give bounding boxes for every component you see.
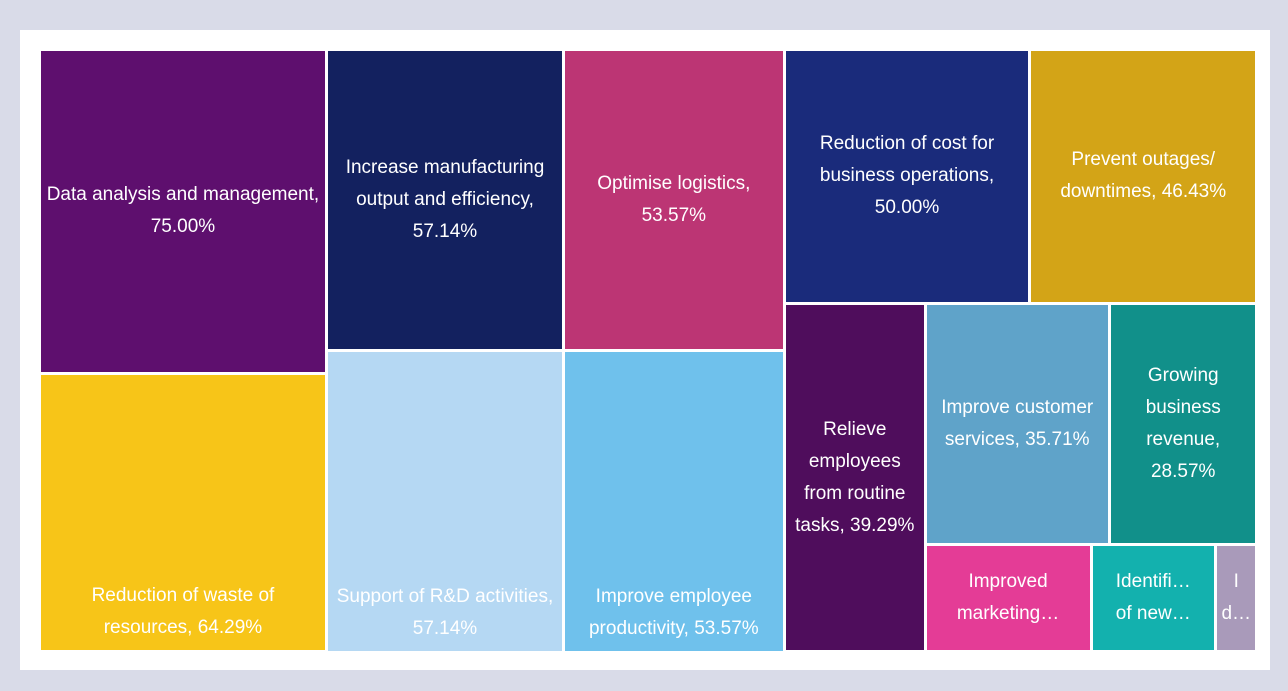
treemap-cell: I d… <box>1217 546 1256 651</box>
treemap-cell: Improved marketing… <box>926 546 1090 651</box>
treemap-cell: Support of R&D activities, 57.14% <box>328 352 562 651</box>
treemap-cell: Improve customer services, 35.71% <box>926 304 1108 544</box>
treemap-cell: Reduction of waste of resources, 64.29% <box>40 375 326 651</box>
treemap-cell: Growing business revenue, 28.57% <box>1110 304 1256 544</box>
treemap-cell: Data analysis and management, 75.00% <box>40 50 326 373</box>
treemap-cell: Prevent outages/ downtimes, 46.43% <box>1031 50 1256 302</box>
treemap-cell: Optimise logistics, 53.57% <box>564 50 784 349</box>
treemap-cell: Increase manufacturing output and effici… <box>328 50 562 349</box>
treemap-cell: Relieve employees from routine tasks, 39… <box>786 304 924 651</box>
treemap-cell: Improve employee productivity, 53.57% <box>564 352 784 651</box>
treemap-cell: Reduction of cost for business operation… <box>786 50 1028 302</box>
treemap-cell: Identifi… of new… <box>1092 546 1214 651</box>
